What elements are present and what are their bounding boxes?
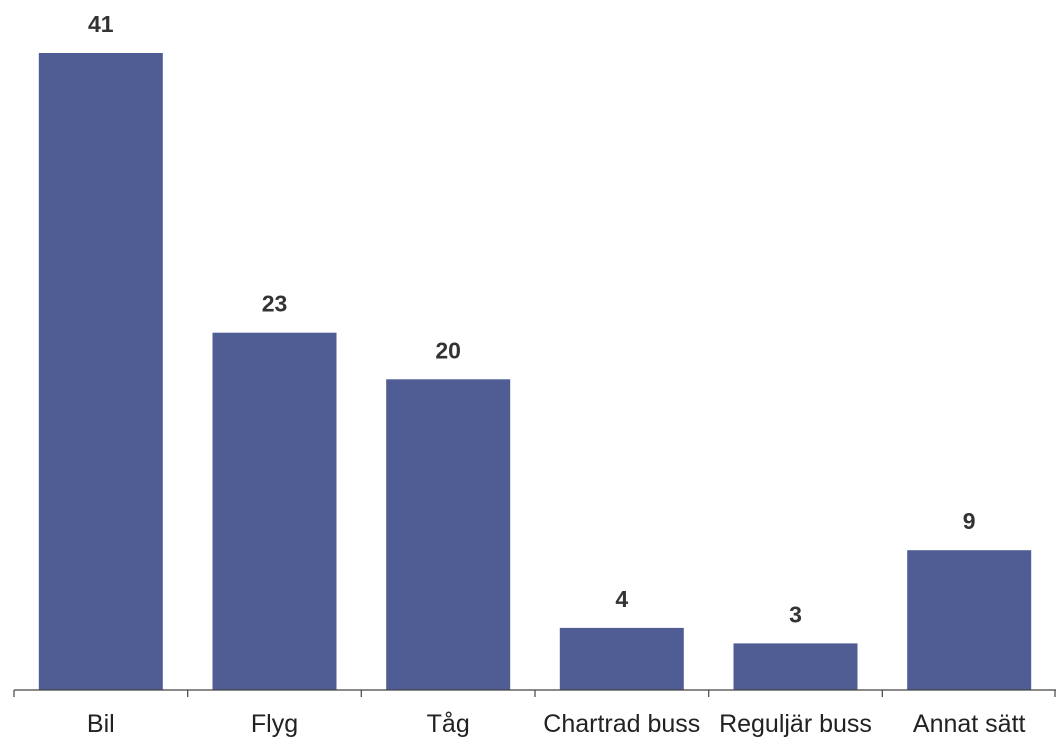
category-label-reguljar-buss: Reguljär buss — [719, 710, 872, 738]
category-label-flyg: Flyg — [251, 710, 298, 738]
category-label-tag: Tåg — [427, 710, 470, 738]
bar-tag — [386, 379, 511, 690]
value-label-chartrad-buss: 4 — [615, 586, 628, 612]
x-axis — [13, 689, 1056, 697]
bar-annat-satt — [907, 550, 1032, 690]
bar-reguljar-buss — [733, 643, 858, 690]
value-label-annat-satt: 9 — [963, 508, 976, 534]
value-label-bil: 41 — [88, 11, 114, 37]
category-label-chartrad-buss: Chartrad buss — [543, 710, 700, 738]
bars-layer — [38, 53, 1032, 690]
category-label-annat-satt: Annat sätt — [913, 710, 1026, 738]
category-label-bil: Bil — [87, 710, 115, 738]
value-labels-layer: 41 23 20 4 3 9 — [88, 11, 976, 627]
value-label-reguljar-buss: 3 — [789, 601, 802, 627]
bar-bil — [38, 53, 163, 690]
value-label-flyg: 23 — [262, 291, 288, 317]
category-labels-layer: Bil Flyg Tåg Chartrad buss Reguljär buss Anna… — [87, 710, 1026, 738]
bar-chartrad-buss — [559, 627, 684, 690]
value-label-tag: 20 — [435, 337, 461, 363]
bar-flyg — [212, 332, 337, 690]
